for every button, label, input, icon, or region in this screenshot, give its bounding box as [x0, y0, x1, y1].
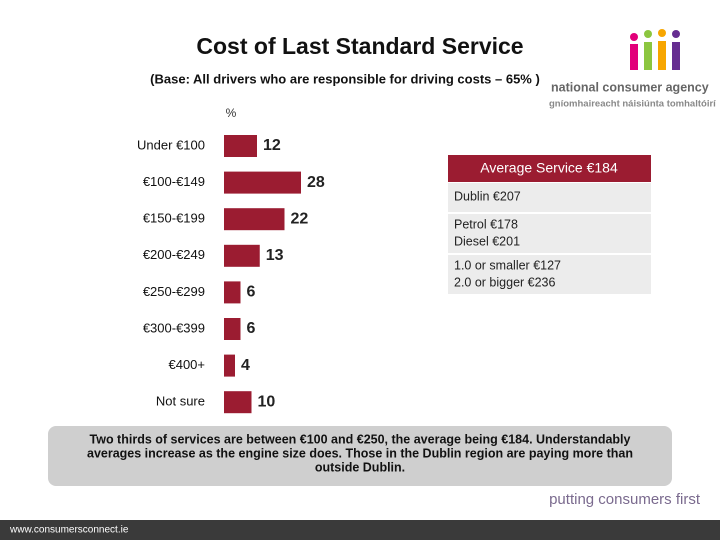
website: www.consumersconnect.ie [9, 525, 129, 536]
bar [224, 208, 285, 231]
logo-irish: gníomhaireacht náisiúnta tomhaltóirí [549, 99, 716, 110]
logo-bar [658, 41, 666, 70]
panel-text: Diesel €201 [454, 234, 520, 248]
chart-title: Cost of Last Standard Service [196, 33, 523, 59]
panel-text: Petrol €178 [454, 217, 518, 231]
category-label: €200-€249 [143, 247, 205, 262]
summary-box [48, 426, 672, 486]
logo-bar [644, 42, 652, 70]
logo-dot [672, 30, 680, 38]
panel-header: Average Service €184 [480, 160, 618, 176]
logo-bar [672, 42, 680, 70]
side-panel: Average Service €184 Dublin €207 Petrol €… [448, 155, 651, 294]
unit-label: % [226, 106, 237, 120]
category-label: €150-€199 [143, 211, 205, 226]
bar [224, 281, 241, 304]
summary-line: outside Dublin. [315, 460, 405, 474]
category-label: Not sure [156, 394, 205, 409]
panel-text: Dublin €207 [454, 189, 521, 203]
data-label: 22 [291, 210, 309, 227]
data-label: 6 [247, 320, 256, 337]
logo: national consumer agency gníomhaireacht … [549, 29, 716, 110]
data-label: 12 [263, 137, 281, 154]
category-label: €400+ [168, 357, 205, 372]
logo-dot [658, 29, 666, 37]
data-label: 6 [247, 284, 256, 301]
logo-bar [630, 44, 638, 70]
logo-name: national consumer agency [551, 80, 709, 94]
bar [224, 135, 257, 157]
data-label: 4 [241, 357, 250, 374]
panel-text: 1.0 or smaller €127 [454, 258, 561, 272]
data-label: 28 [307, 174, 325, 191]
footer-bar [0, 520, 720, 540]
bar [224, 391, 252, 414]
bar [224, 354, 235, 377]
panel-row-box [448, 214, 651, 253]
panel-row-box [448, 255, 651, 294]
summary-line: Two thirds of services are between €100 … [90, 432, 631, 446]
logo-dot [630, 33, 638, 41]
panel-text: 2.0 or bigger €236 [454, 275, 556, 289]
bar [224, 318, 241, 340]
panel-header-box [448, 155, 651, 182]
bar [224, 171, 301, 194]
data-label: 10 [258, 393, 276, 410]
panel-row-box [448, 183, 651, 212]
category-label: €300-€399 [143, 320, 205, 335]
data-label: 13 [266, 247, 284, 264]
logo-dot [644, 30, 652, 38]
tagline: putting consumers first [549, 491, 701, 508]
category-label: €100-€149 [143, 174, 205, 189]
category-label: €250-€299 [143, 284, 205, 299]
bar [224, 244, 260, 267]
summary-line: averages increase as the engine size doe… [87, 446, 633, 460]
category-label: Under €100 [137, 137, 205, 152]
chart-subtitle: (Base: All drivers who are responsible f… [150, 71, 540, 86]
